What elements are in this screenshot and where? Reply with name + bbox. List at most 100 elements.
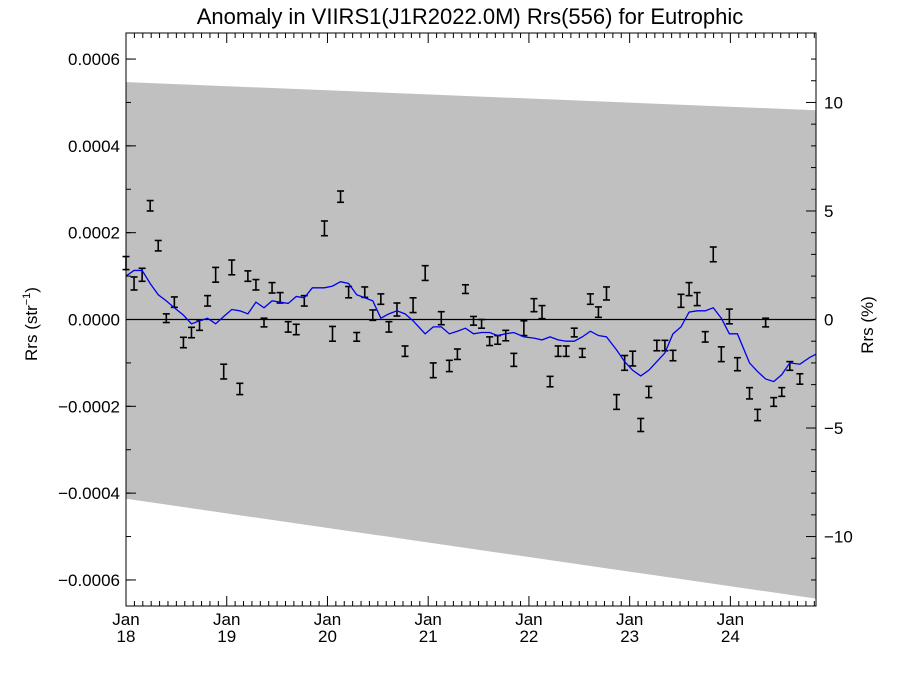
x-tick-year: 23 — [620, 627, 639, 646]
data-point — [578, 347, 586, 359]
data-point — [754, 408, 762, 422]
data-point — [292, 323, 300, 336]
data-point — [146, 199, 154, 212]
data-point — [677, 293, 685, 309]
data-point — [486, 336, 494, 347]
data-point — [320, 220, 328, 237]
y-axis-left-label: Rrs (str−1) — [21, 287, 41, 361]
data-point — [284, 320, 292, 333]
y-right-tick-label: 5 — [824, 202, 833, 221]
data-point — [429, 362, 437, 379]
data-point — [421, 264, 429, 282]
data-point — [701, 330, 709, 343]
data-point — [709, 246, 717, 263]
data-point — [445, 359, 453, 373]
x-tick-month: Jan — [314, 610, 341, 629]
data-point — [409, 296, 417, 314]
data-point — [661, 339, 669, 352]
data-point — [669, 349, 677, 362]
y-right-tick-label: −10 — [824, 528, 853, 547]
data-point — [653, 339, 661, 352]
smoothed-line — [125, 269, 817, 383]
data-point — [461, 283, 469, 295]
data-point — [478, 318, 486, 329]
plot-area — [122, 82, 817, 599]
data-point — [645, 385, 653, 399]
data-point — [746, 386, 754, 400]
x-tick-year: 22 — [519, 627, 538, 646]
chart-title: Anomaly in VIIRS1(J1R2022.0M) Rrs(556) f… — [197, 4, 744, 29]
y-axis-left-label-sup: −1 — [21, 293, 33, 306]
y-left-tick-label: 0.0002 — [68, 224, 120, 243]
data-point — [629, 350, 637, 367]
data-point — [268, 281, 276, 294]
y-left-tick-label: 0.0004 — [68, 137, 120, 156]
data-point — [377, 293, 385, 306]
data-point — [554, 345, 562, 358]
data-point — [401, 345, 409, 358]
data-point — [369, 309, 377, 322]
data-point — [510, 352, 518, 368]
data-point — [546, 375, 554, 388]
y-right-tick-label: −5 — [824, 419, 843, 438]
data-point — [179, 336, 187, 349]
y-left-tick-label: −0.0002 — [58, 397, 120, 416]
y-right-tick-label: 10 — [824, 93, 843, 112]
data-point — [470, 315, 478, 326]
y-left-tick-label: 0.0000 — [68, 311, 120, 330]
data-point — [562, 345, 570, 358]
data-point — [337, 190, 345, 204]
x-tick-year: 18 — [117, 627, 136, 646]
x-tick-month: Jan — [616, 610, 643, 629]
x-tick-month: Jan — [414, 610, 441, 629]
data-point — [162, 313, 170, 324]
data-point — [236, 382, 244, 396]
y-axis-right-label: Rrs (%) — [858, 296, 877, 354]
data-point — [353, 331, 361, 343]
data-point — [328, 325, 336, 343]
x-tick-year: 24 — [721, 627, 740, 646]
data-point — [586, 293, 594, 306]
right-axis: 10 5 0 −5 −10 — [806, 58, 853, 581]
x-tick-month: Jan — [717, 610, 744, 629]
uncertainty-band — [126, 82, 816, 599]
error-bars — [122, 190, 804, 433]
data-point — [385, 320, 393, 333]
data-point — [570, 327, 578, 338]
data-point — [685, 281, 693, 297]
x-tick-month: Jan — [515, 610, 542, 629]
data-point — [594, 306, 602, 319]
y-left-tick-label: −0.0004 — [58, 484, 120, 503]
data-point — [693, 291, 701, 307]
data-point — [538, 304, 546, 320]
y-left-tick-label: −0.0006 — [58, 571, 120, 590]
x-tick-month: Jan — [112, 610, 139, 629]
data-point — [220, 363, 228, 380]
x-tick-year: 20 — [318, 627, 337, 646]
data-point — [725, 308, 733, 325]
x-tick-year: 21 — [419, 627, 438, 646]
data-point — [260, 317, 268, 328]
x-tick-year: 19 — [217, 627, 236, 646]
data-point — [252, 278, 260, 291]
data-point — [762, 317, 770, 328]
data-point — [154, 239, 162, 252]
data-point — [212, 266, 220, 283]
y-axis-left-label-close: ) — [22, 287, 41, 293]
data-point — [733, 356, 741, 372]
data-point — [778, 386, 786, 398]
data-point — [613, 393, 621, 411]
data-point — [637, 417, 645, 433]
y-right-tick-label: 0 — [824, 311, 833, 330]
data-point — [502, 329, 510, 342]
y-left-tick-label: 0.0006 — [68, 50, 120, 69]
data-point — [796, 372, 804, 385]
data-point — [602, 286, 610, 301]
data-point — [530, 297, 538, 313]
data-point — [717, 346, 725, 363]
data-point — [621, 354, 629, 372]
data-point — [204, 294, 212, 307]
data-point — [187, 326, 195, 339]
data-point — [244, 270, 252, 283]
